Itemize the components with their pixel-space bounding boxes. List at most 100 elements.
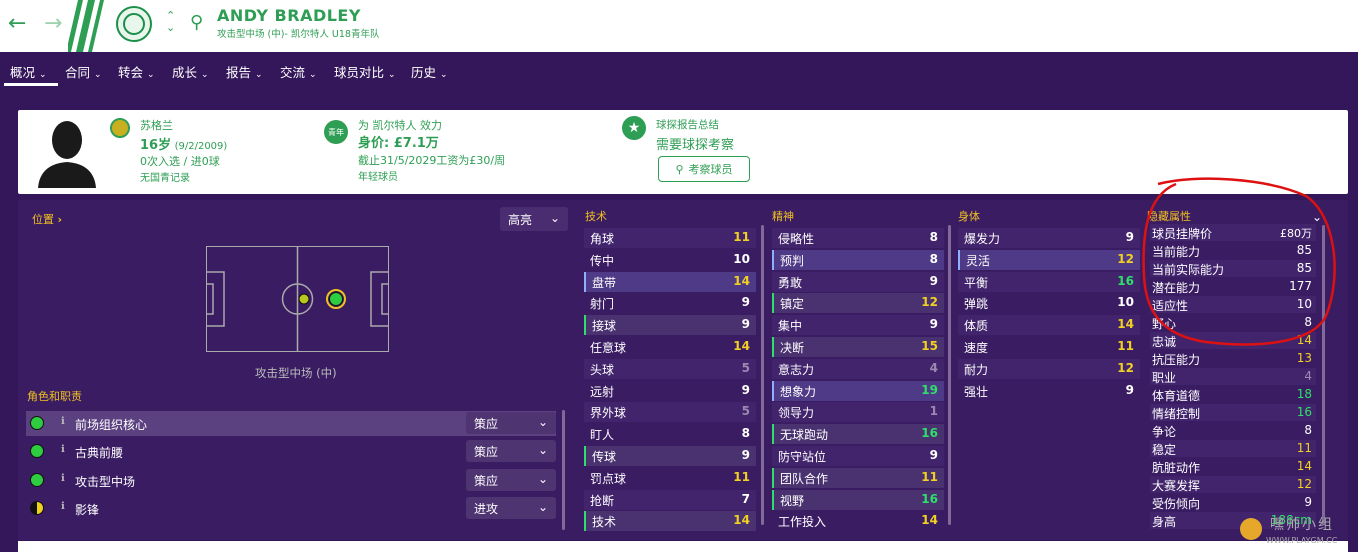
info-icon[interactable]: ℹ <box>61 416 65 427</box>
attribute-value: 9 <box>929 273 938 288</box>
attribute-row[interactable]: 接球 9 <box>584 315 756 336</box>
up-down-chevron-icon[interactable]: ⌃ ⌄ <box>166 9 176 34</box>
attribute-row[interactable]: 无球跑动 16 <box>772 424 944 445</box>
attribute-row[interactable]: 弹跳 10 <box>958 293 1140 313</box>
hidden-attribute-row[interactable]: 大赛发挥 12 <box>1150 476 1316 493</box>
back-arrow-icon[interactable]: ← <box>8 11 27 36</box>
technical-scrollbar[interactable] <box>761 225 764 525</box>
attribute-row[interactable]: 远射 9 <box>584 381 756 401</box>
attribute-row[interactable]: 盘带 14 <box>584 271 756 292</box>
hidden-attribute-row[interactable]: 忠诚 14 <box>1150 332 1316 349</box>
attribute-row[interactable]: 镇定 12 <box>772 293 944 314</box>
info-icon[interactable]: ℹ <box>61 444 65 455</box>
scout-player-button[interactable]: ⚲ 考察球员 <box>658 156 750 182</box>
attribute-row[interactable]: 界外球 5 <box>584 402 756 423</box>
hidden-attribute-row[interactable]: 抗压能力 13 <box>1150 350 1316 367</box>
attribute-value: 8 <box>1304 315 1312 329</box>
menu-compare[interactable]: 球员对比 ⌄ <box>334 65 396 80</box>
hidden-attribute-row[interactable]: 职业 4 <box>1150 368 1316 385</box>
attribute-value: 9 <box>741 382 750 397</box>
hidden-attribute-row[interactable]: 情绪控制 16 <box>1150 404 1316 421</box>
attribute-row[interactable]: 团队合作 11 <box>772 467 944 488</box>
position-title[interactable]: 位置 › <box>32 213 63 226</box>
attribute-row[interactable]: 工作投入 14 <box>772 511 944 531</box>
attribute-row[interactable]: 领导力 1 <box>772 402 944 423</box>
hidden-attribute-row[interactable]: 争论 8 <box>1150 422 1316 439</box>
chevron-down-icon[interactable]: ⌄ <box>1312 210 1323 224</box>
forward-arrow-icon[interactable]: → <box>44 11 63 36</box>
menu-interaction[interactable]: 交流 ⌄ <box>280 65 317 80</box>
attribute-row[interactable]: 想象力 19 <box>772 380 944 401</box>
roles-scrollbar[interactable] <box>562 410 565 530</box>
attribute-row[interactable]: 传中 10 <box>584 250 756 270</box>
menu-contract[interactable]: 合同 ⌄ <box>65 65 102 80</box>
watermark-logo-icon <box>1240 518 1262 540</box>
info-icon[interactable]: ℹ <box>61 473 65 484</box>
contract-info: 截止31/5/2029工资为£30/周 <box>358 154 506 167</box>
menu-development[interactable]: 成长 ⌄ <box>172 65 209 80</box>
duty-select[interactable]: 策应 ⌄ <box>466 469 556 491</box>
attribute-row[interactable]: 强壮 9 <box>958 381 1140 401</box>
highlight-select[interactable]: 高亮 ⌄ <box>500 207 568 231</box>
attribute-row[interactable]: 意志力 4 <box>772 358 944 379</box>
hidden-attribute-row[interactable]: 身高 188cm <box>1150 512 1316 529</box>
attribute-row[interactable]: 盯人 8 <box>584 424 756 444</box>
attribute-name: 角球 <box>590 232 615 246</box>
duty-select[interactable]: 策应 ⌄ <box>466 440 556 462</box>
role-row[interactable]: ℹ 古典前腰 策应 ⌄ <box>26 439 556 464</box>
attribute-row[interactable]: 抢断 7 <box>584 489 756 510</box>
role-row[interactable]: ℹ 攻击型中场 策应 ⌄ <box>26 468 556 493</box>
duty-select[interactable]: 进攻 ⌄ <box>466 497 556 519</box>
menu-transfer[interactable]: 转会 ⌄ <box>118 65 155 80</box>
role-row[interactable]: ℹ 影锋 进攻 ⌄ <box>26 496 556 521</box>
attribute-name: 身高 <box>1152 515 1177 529</box>
attribute-value: 5 <box>741 404 750 419</box>
attribute-row[interactable]: 防守站位 9 <box>772 446 944 466</box>
attribute-row[interactable]: 视野 16 <box>772 489 944 510</box>
role-row[interactable]: ℹ 前场组织核心 策应 ⌄ <box>26 411 556 436</box>
hidden-attribute-row[interactable]: 适应性 10 <box>1150 296 1316 313</box>
attribute-row[interactable]: 决断 15 <box>772 337 944 357</box>
club-line[interactable]: 为 凯尔特人 效力 <box>358 119 442 132</box>
duty-select[interactable]: 策应 ⌄ <box>466 412 556 434</box>
hidden-attribute-row[interactable]: 受伤倾向 9 <box>1150 494 1316 511</box>
hidden-attribute-row[interactable]: 肮脏动作 14 <box>1150 458 1316 475</box>
attribute-row[interactable]: 体质 14 <box>958 315 1140 336</box>
attribute-row[interactable]: 耐力 12 <box>958 358 1140 379</box>
attribute-row[interactable]: 爆发力 9 <box>958 228 1140 248</box>
attribute-value: 1 <box>929 404 938 419</box>
hidden-attribute-row[interactable]: 当前实际能力 85 <box>1150 260 1316 277</box>
search-icon[interactable]: ⚲ <box>190 12 204 33</box>
attribute-row[interactable]: 罚点球 11 <box>584 468 756 488</box>
attribute-row[interactable]: 灵活 12 <box>958 249 1140 270</box>
hidden-attribute-row[interactable]: 体育道德 18 <box>1150 386 1316 403</box>
menu-overview[interactable]: 概况 ⌄ <box>10 65 47 80</box>
menu-history[interactable]: 历史 ⌄ <box>411 65 448 80</box>
attribute-row[interactable]: 速度 11 <box>958 337 1140 357</box>
attribute-row[interactable]: 侵略性 8 <box>772 228 944 248</box>
hidden-attribute-row[interactable]: 球员挂牌价 £80万 <box>1150 224 1316 241</box>
attribute-row[interactable]: 预判 8 <box>772 249 944 270</box>
attribute-row[interactable]: 平衡 16 <box>958 271 1140 292</box>
attribute-value: 11 <box>1296 441 1312 455</box>
attribute-row[interactable]: 任意球 14 <box>584 337 756 357</box>
nation[interactable]: 苏格兰 <box>140 119 173 132</box>
attribute-row[interactable]: 技术 14 <box>584 511 756 532</box>
attribute-row[interactable]: 射门 9 <box>584 293 756 313</box>
hidden-attribute-row[interactable]: 潜在能力 177 <box>1150 278 1316 295</box>
menu-reports[interactable]: 报告 ⌄ <box>226 65 263 80</box>
attribute-row[interactable]: 头球 5 <box>584 358 756 379</box>
hidden-scrollbar[interactable] <box>1322 225 1325 525</box>
attribute-value: 12 <box>1296 477 1312 491</box>
attribute-row[interactable]: 传球 9 <box>584 446 756 466</box>
hidden-attribute-row[interactable]: 野心 8 <box>1150 314 1316 331</box>
club-crest-icon[interactable] <box>116 6 152 42</box>
attribute-row[interactable]: 角球 11 <box>584 228 756 248</box>
hidden-attribute-row[interactable]: 稳定 11 <box>1150 440 1316 457</box>
attribute-row[interactable]: 勇敢 9 <box>772 271 944 292</box>
attribute-row[interactable]: 集中 9 <box>772 315 944 336</box>
physical-title: 身体 <box>958 210 980 223</box>
hidden-attribute-row[interactable]: 当前能力 85 <box>1150 242 1316 259</box>
mental-scrollbar[interactable] <box>948 225 951 525</box>
info-icon[interactable]: ℹ <box>61 501 65 512</box>
